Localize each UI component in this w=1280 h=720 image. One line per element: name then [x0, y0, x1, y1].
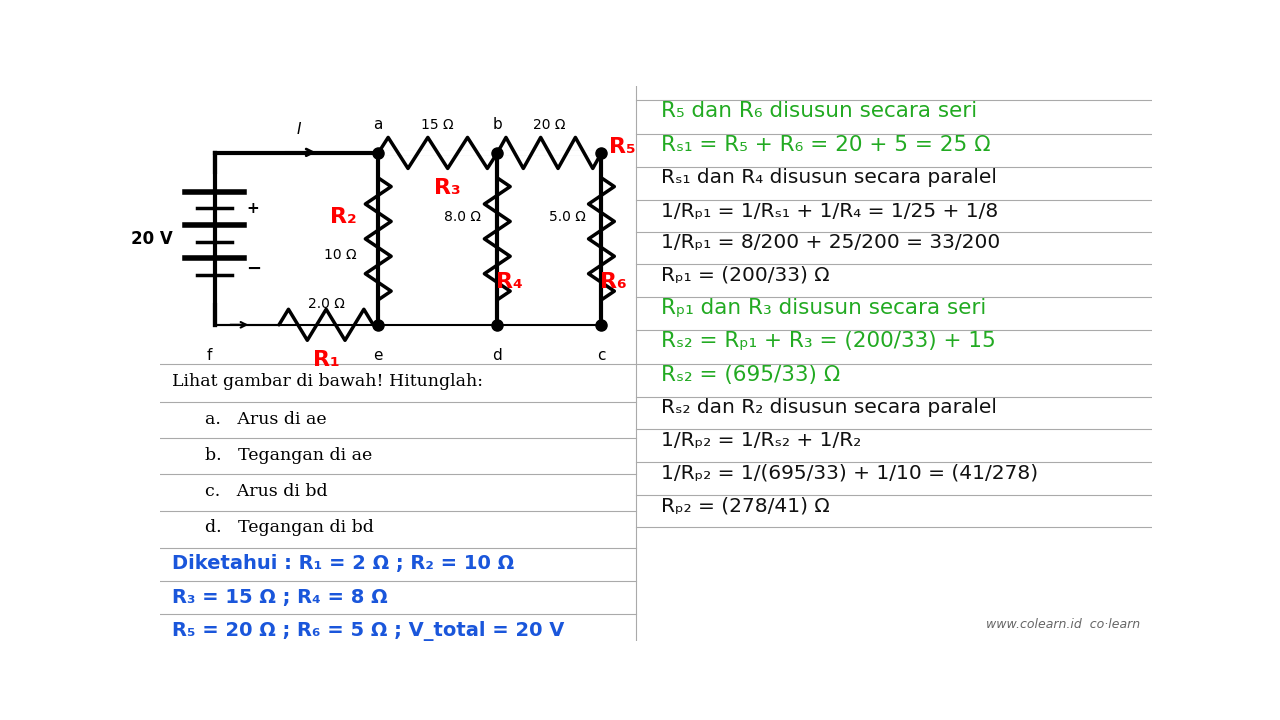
Text: Rₚ₂ = (278/41) Ω: Rₚ₂ = (278/41) Ω: [660, 497, 829, 516]
Text: Lihat gambar di bawah! Hitunglah:: Lihat gambar di bawah! Hitunglah:: [172, 373, 483, 390]
Text: b.   Tegangan di ae: b. Tegangan di ae: [205, 446, 372, 464]
Text: 20 Ω: 20 Ω: [532, 118, 566, 132]
Text: 1/Rₚ₂ = 1/Rₛ₂ + 1/R₂: 1/Rₚ₂ = 1/Rₛ₂ + 1/R₂: [660, 431, 861, 449]
Text: R₆: R₆: [600, 272, 627, 292]
Text: f: f: [207, 348, 212, 363]
Text: 20 V: 20 V: [131, 230, 173, 248]
Text: c: c: [598, 348, 605, 363]
Text: I: I: [297, 122, 301, 138]
Text: R₅ = 20 Ω ; R₆ = 5 Ω ; V_total = 20 V: R₅ = 20 Ω ; R₆ = 5 Ω ; V_total = 20 V: [172, 621, 564, 641]
Text: Diketahui : R₁ = 2 Ω ; R₂ = 10 Ω: Diketahui : R₁ = 2 Ω ; R₂ = 10 Ω: [172, 554, 515, 572]
Text: Rₛ₂ = (695/33) Ω: Rₛ₂ = (695/33) Ω: [660, 365, 840, 384]
Text: R₂: R₂: [330, 207, 356, 227]
Text: c.   Arus di bd: c. Arus di bd: [205, 482, 328, 500]
Text: Rₛ₁ = R₅ + R₆ = 20 + 5 = 25 Ω: Rₛ₁ = R₅ + R₆ = 20 + 5 = 25 Ω: [660, 135, 991, 155]
Text: Rₛ₂ dan R₂ disusun secara paralel: Rₛ₂ dan R₂ disusun secara paralel: [660, 398, 997, 418]
Text: a: a: [374, 117, 383, 132]
Text: R₁: R₁: [312, 350, 339, 370]
Text: −: −: [246, 261, 261, 279]
Text: 2.0 Ω: 2.0 Ω: [307, 297, 344, 311]
Text: R₅: R₅: [609, 138, 636, 158]
Text: www.colearn.id  co·learn: www.colearn.id co·learn: [986, 618, 1140, 631]
Text: R₅ dan R₆ disusun secara seri: R₅ dan R₆ disusun secara seri: [660, 102, 977, 122]
Text: R₄: R₄: [495, 272, 522, 292]
Text: 1/Rₚ₂ = 1/(695/33) + 1/10 = (41/278): 1/Rₚ₂ = 1/(695/33) + 1/10 = (41/278): [660, 463, 1038, 482]
Text: 5.0 Ω: 5.0 Ω: [549, 210, 585, 224]
Text: d: d: [493, 348, 502, 363]
Text: +: +: [246, 201, 259, 216]
Text: Rₚ₁ = (200/33) Ω: Rₚ₁ = (200/33) Ω: [660, 266, 829, 284]
Text: d.   Tegangan di bd: d. Tegangan di bd: [205, 518, 374, 536]
Text: Rₛ₁ dan R₄ disusun secara paralel: Rₛ₁ dan R₄ disusun secara paralel: [660, 168, 997, 187]
Text: 1/Rₚ₁ = 8/200 + 25/200 = 33/200: 1/Rₚ₁ = 8/200 + 25/200 = 33/200: [660, 233, 1000, 252]
Text: Rₛ₂ = Rₚ₁ + R₃ = (200/33) + 15: Rₛ₂ = Rₚ₁ + R₃ = (200/33) + 15: [660, 331, 996, 351]
Text: e: e: [374, 348, 383, 363]
Text: 10 Ω: 10 Ω: [324, 248, 356, 263]
Text: 15 Ω: 15 Ω: [421, 118, 454, 132]
Text: R₃ = 15 Ω ; R₄ = 8 Ω: R₃ = 15 Ω ; R₄ = 8 Ω: [172, 588, 388, 607]
Text: R₃: R₃: [434, 178, 461, 198]
Text: a.   Arus di ae: a. Arus di ae: [205, 410, 326, 428]
Text: Rₚ₁ dan R₃ disusun secara seri: Rₚ₁ dan R₃ disusun secara seri: [660, 298, 986, 318]
Text: 1/Rₚ₁ = 1/Rₛ₁ + 1/R₄ = 1/25 + 1/8: 1/Rₚ₁ = 1/Rₛ₁ + 1/R₄ = 1/25 + 1/8: [660, 202, 998, 220]
Text: b: b: [493, 117, 502, 132]
Text: 8.0 Ω: 8.0 Ω: [444, 210, 481, 224]
